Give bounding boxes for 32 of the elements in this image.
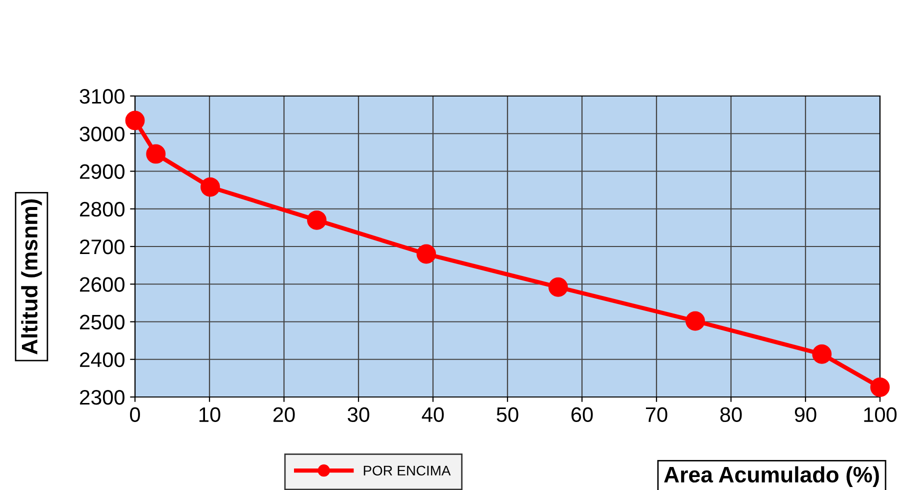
x-tick-label: 40 [422, 407, 444, 422]
point [416, 244, 436, 264]
y-tick-label: 2800 [80, 202, 124, 217]
point [307, 210, 327, 230]
y-tick-label: 2300 [80, 390, 124, 405]
x-tick-label: 60 [571, 407, 593, 422]
y-tick-label: 2400 [80, 352, 124, 368]
point [146, 144, 166, 164]
y-tick-label: 2700 [80, 240, 124, 254]
x-tick-label: 70 [646, 407, 668, 422]
x-tick-label: 0 [130, 407, 140, 422]
x-axis-title: Area Acumulado (%) [664, 466, 879, 487]
x-tick-label: 90 [794, 407, 816, 422]
point [200, 177, 220, 197]
x-tick-label: 80 [720, 407, 742, 422]
x-tick-label: 100 [864, 407, 897, 422]
point [548, 277, 568, 297]
x-tick-label: 30 [348, 407, 370, 422]
x-tick-label: 50 [496, 407, 518, 422]
x-tick-label: 20 [273, 407, 295, 422]
y-axis-title: Altitud (msnm) [21, 199, 42, 354]
legend-label: POR ENCIMA [364, 466, 451, 476]
y-tick-label: 2600 [80, 277, 124, 292]
point [686, 311, 705, 331]
y-tick-label: 2500 [80, 314, 124, 330]
y-tick-label: 3100 [80, 89, 124, 104]
y-tick-label: 3000 [80, 126, 124, 142]
x-tick-label: 10 [200, 407, 220, 422]
point [870, 377, 890, 397]
point [812, 344, 832, 364]
y-tick-label: 2900 [80, 164, 124, 180]
point [125, 110, 145, 130]
